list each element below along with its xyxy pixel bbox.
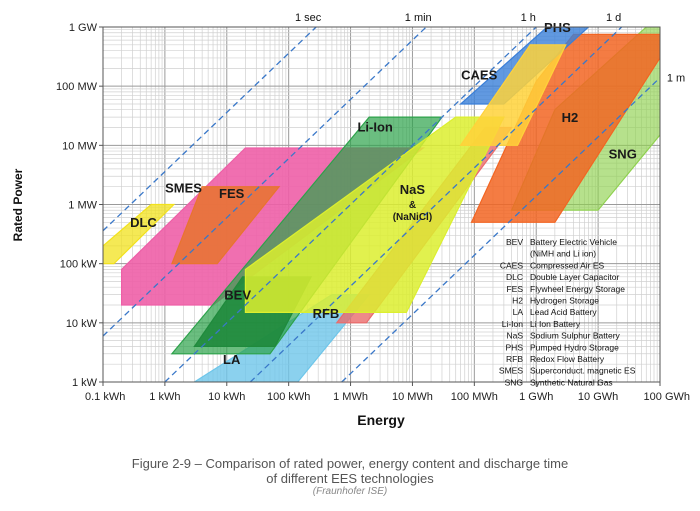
discharge-line-label: 1 h: [521, 12, 536, 24]
x-tick-label: 1 GWh: [519, 391, 553, 403]
technology-regions: [103, 27, 660, 382]
y-tick-label: 1 GW: [69, 22, 98, 34]
discharge-line-label: 1 m: [667, 73, 685, 85]
x-axis-title: Energy: [357, 412, 405, 428]
legend-desc: Superconduct. magnetic ES: [530, 366, 636, 376]
discharge-line-1-min: [102, 26, 427, 337]
legend-abbr: Li-Ion: [502, 319, 524, 329]
y-tick-label: 10 kW: [66, 318, 98, 330]
discharge-time-lines: 1 sec 1 min 1 h 1 d 1 m: [102, 12, 685, 383]
y-tick-label: 100 kW: [60, 259, 98, 271]
legend-desc: Double Layer Capacitor: [530, 272, 619, 282]
discharge-line-label: 1 min: [405, 12, 432, 24]
legend-desc: (NiMH and Li ion): [530, 249, 596, 259]
legend-desc: Compressed Air ES: [530, 260, 604, 270]
x-tick-label: 1 MWh: [333, 391, 368, 403]
legend-abbr: BEV: [506, 237, 523, 247]
axes: 0.1 kWh 1 kWh 10 kWh 100 kWh 1 MWh 10 MWh 100 …: [56, 22, 690, 403]
legend-desc: Pumped Hydro Storage: [530, 342, 619, 352]
discharge-line-1-m: [341, 77, 661, 383]
region-label: Li-Ion: [357, 120, 392, 135]
legend-desc: Battery Electric Vehicle: [530, 237, 617, 247]
x-tick-label: 1 kWh: [149, 391, 180, 403]
region-sublabel: &: [409, 200, 416, 211]
region-label: H2: [562, 110, 579, 125]
legend-abbr: RFB: [506, 354, 523, 364]
discharge-line-1-sec: [102, 26, 317, 232]
x-tick-label: 10 GWh: [578, 391, 618, 403]
legend-abbr: CAES: [500, 260, 523, 270]
legend-desc: Synthetic Natural Gas: [530, 377, 613, 387]
legend-desc: Sodium Sulphur Battery: [530, 331, 621, 341]
region-sublabel: (NaNiCl): [393, 212, 432, 223]
region-label: SNG: [609, 146, 637, 161]
region-label: NaS: [400, 182, 426, 197]
legend-abbr: PHS: [506, 342, 524, 352]
discharge-line-1-d: [249, 26, 623, 383]
region-label: SMES: [165, 180, 202, 195]
x-tick-label: 100 MWh: [451, 391, 498, 403]
legend-abbr: NaS: [506, 331, 523, 341]
legend-desc: Redox Flow Battery: [530, 354, 605, 364]
y-tick-label: 100 MW: [56, 81, 98, 93]
x-tick-label: 10 kWh: [208, 391, 245, 403]
caption-line-2: of different EES technologies: [266, 471, 434, 486]
discharge-line-1-h: [164, 26, 537, 383]
x-tick-label: 0.1 kWh: [85, 391, 125, 403]
x-tick-label: 100 GWh: [644, 391, 690, 403]
legend-abbr: LA: [513, 307, 524, 317]
y-tick-label: 1 kW: [72, 377, 98, 389]
legend-abbr: SMES: [499, 366, 523, 376]
region-label: DLC: [130, 215, 157, 230]
caption-source: (Fraunhofer ISE): [312, 486, 388, 497]
legend-abbr: FES: [506, 284, 523, 294]
region-dlc: [103, 203, 176, 265]
y-tick-label: 10 MW: [62, 140, 97, 152]
figure-caption: Figure 2-9 – Comparison of rated power, …: [0, 456, 700, 497]
legend: BEV Battery Electric Vehicle (NiMH and Li …: [499, 237, 636, 387]
region-label: LA: [223, 352, 241, 367]
legend-desc: Lead Acid Battery: [530, 307, 597, 317]
caption-line-1: Figure 2-9 – Comparison of rated power, …: [131, 456, 569, 471]
region-label: FES: [219, 186, 245, 201]
legend-desc: Flywheel Energy Storage: [530, 284, 625, 294]
legend-abbr: H2: [512, 296, 523, 306]
y-tick-label: 1 MW: [68, 200, 97, 212]
legend-desc: Li Ion Battery: [530, 319, 581, 329]
discharge-line-label: 1 sec: [295, 12, 322, 24]
legend-desc: Hydrogen Storage: [530, 296, 599, 306]
discharge-line-label: 1 d: [606, 12, 621, 24]
x-tick-label: 100 kWh: [267, 391, 310, 403]
region-label: RFB: [313, 306, 340, 321]
ees-comparison-chart: 1 sec 1 min 1 h 1 d 1 m SNG H2 FES SMES DLC LA RFB…: [11, 12, 690, 428]
legend-abbr: DLC: [506, 272, 523, 282]
x-tick-label: 10 MWh: [392, 391, 433, 403]
y-axis-title: Rated Power: [11, 168, 25, 241]
legend-abbr: SNG: [505, 377, 523, 387]
region-label: BEV: [224, 287, 251, 302]
region-label: CAES: [461, 67, 497, 82]
